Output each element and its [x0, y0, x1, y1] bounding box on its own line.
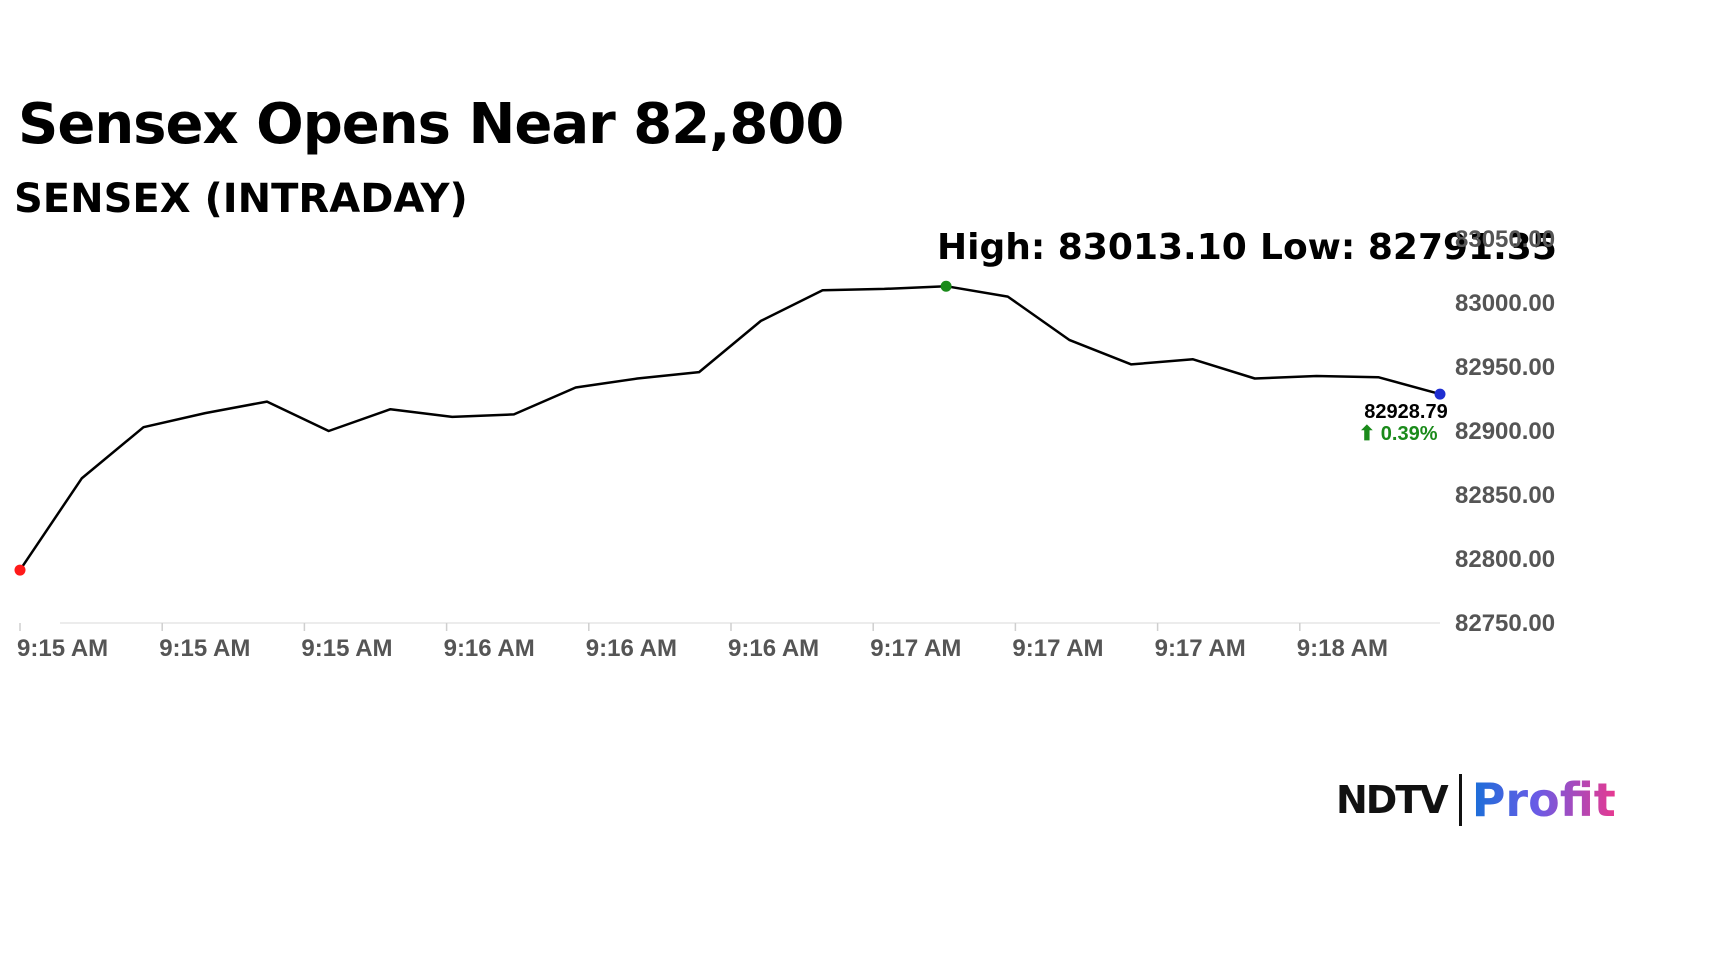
day-high-stat: High: 83013.10 — [937, 227, 1247, 268]
x-tick-label: 9:17 AM — [1012, 635, 1103, 662]
high-point-marker — [940, 280, 952, 292]
y-tick-label: 82950.00 — [1455, 354, 1555, 381]
logo-divider — [1458, 774, 1462, 826]
ndtv-wordmark: NDTV — [1336, 778, 1449, 822]
y-tick-label: 82900.00 — [1455, 418, 1555, 445]
y-tick-label: 82850.00 — [1455, 482, 1555, 509]
last-change-label: ⬆ 0.39% — [1358, 423, 1437, 445]
x-tick-label: 9:17 AM — [870, 635, 961, 662]
open-point-marker — [14, 564, 26, 576]
chart-title: Sensex Opens Near 82,800 — [18, 92, 844, 157]
y-tick-label: 83000.00 — [1455, 290, 1555, 317]
x-tick-label: 9:16 AM — [444, 635, 535, 662]
x-tick-label: 9:16 AM — [586, 635, 677, 662]
last-point-marker — [1434, 388, 1446, 400]
x-tick-label: 9:15 AM — [17, 635, 108, 662]
chart-subtitle: SENSEX (INTRADAY) — [14, 176, 468, 222]
x-tick-label: 9:18 AM — [1297, 635, 1388, 662]
last-value-label: 82928.79 — [1364, 401, 1447, 423]
x-tick-label: 9:15 AM — [159, 635, 250, 662]
y-tick-label: 82800.00 — [1455, 546, 1555, 573]
profit-wordmark: Profit — [1471, 773, 1616, 827]
ndtv-profit-logo: NDTV Profit — [1336, 770, 1636, 830]
y-tick-label: 82750.00 — [1455, 610, 1555, 637]
y-tick-label: 83050.00 — [1455, 226, 1555, 253]
x-tick-label: 9:15 AM — [301, 635, 392, 662]
x-tick-label: 9:16 AM — [728, 635, 819, 662]
y-axis: 83050.00 83000.00 82950.00 82900.00 82850.00… — [1455, 226, 1555, 637]
marker-layer — [14, 280, 1446, 576]
x-axis: 9:15 AM 9:15 AM 9:15 AM 9:16 AM 9:16 AM 9:16 … — [17, 622, 1440, 662]
series-layer — [18, 284, 1441, 571]
x-tick-label: 9:17 AM — [1155, 635, 1246, 662]
day-low-stat: Low: 82791.35 — [1260, 227, 1557, 268]
sensex-price-line — [18, 284, 1441, 571]
